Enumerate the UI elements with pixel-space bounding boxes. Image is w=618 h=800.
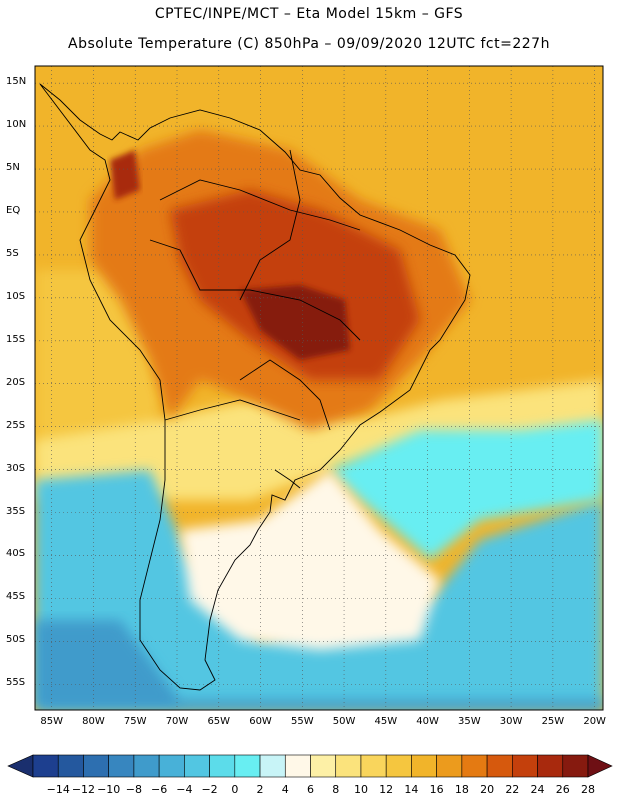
colorbar-label: −6 (151, 783, 168, 796)
colorbar-label: 26 (555, 783, 570, 796)
colorbar-label: 6 (307, 783, 314, 796)
rio-de-la-plata (274, 469, 301, 489)
longitude-label: 40W (416, 716, 439, 727)
field-pale-tongue (180, 470, 440, 650)
colorbar-swatch (259, 754, 286, 778)
longitude-label: 25W (541, 716, 565, 727)
coastlines (39, 83, 471, 691)
colorbar-swatch (32, 754, 59, 778)
latitude-label: 10N (6, 119, 27, 131)
graticule (35, 66, 603, 710)
colorbar-label: −4 (176, 783, 193, 796)
latitude-label: 5S (6, 247, 19, 259)
field-hottest-core (240, 285, 350, 360)
latitude-label: 30S (6, 462, 26, 474)
colorbar-swatch (108, 754, 135, 778)
colorbar-label: 28 (581, 783, 595, 796)
colorbar-label: 4 (281, 783, 289, 796)
border-guyana-venezuela (239, 149, 301, 301)
colorbar-swatch (57, 754, 84, 778)
border-peru-bolivia (149, 239, 361, 341)
colorbar (7, 754, 613, 778)
colorbar-swatch (83, 754, 109, 778)
colorbar-swatch (335, 754, 362, 778)
colorbar-label: 20 (480, 783, 495, 796)
longitude-label: 20W (583, 716, 606, 727)
latitude-label: 20S (6, 376, 26, 388)
border-north-argentina (164, 399, 301, 421)
colorbar-label: 10 (353, 783, 368, 796)
latitude-label: EQ (6, 204, 21, 216)
colorbar-label: 2 (256, 783, 264, 796)
latitude-label: 45S (6, 591, 26, 603)
longitude-label: 35W (458, 716, 481, 727)
colorbar-swatch (411, 754, 437, 778)
colorbar-label: −14 (46, 783, 70, 796)
colorbar-swatch (512, 754, 538, 778)
longitude-label: 80W (82, 716, 105, 727)
longitude-label: 85W (40, 716, 64, 727)
colorbar-label: 14 (404, 783, 419, 796)
colorbar-high-arrow (587, 754, 613, 778)
colorbar-label: 0 (231, 783, 239, 796)
longitude-label: 60W (249, 716, 272, 727)
longitude-label: 55W (290, 716, 314, 727)
longitude-label: 45W (374, 716, 398, 727)
colorbar-swatch (209, 754, 236, 778)
longitude-label: 50W (332, 716, 356, 727)
colorbar-swatch (562, 754, 589, 778)
map-title: CPTEC/INPE/MCT – Eta Model 15km – GFS (154, 6, 464, 22)
map-subtitle: Absolute Temperature (C) 850hPa – 09/09/… (68, 36, 550, 52)
colorbar-label: −2 (201, 783, 218, 796)
colorbar-label: −8 (125, 783, 143, 796)
field-continental-hot (170, 190, 420, 380)
field-pacific-band (35, 270, 160, 470)
latitude-label: 50S (6, 634, 26, 646)
latitude-label: 40S (6, 548, 26, 560)
colorbar-low-arrow (7, 754, 34, 778)
colorbar-swatch (310, 754, 337, 778)
colorbar-label: 16 (429, 783, 444, 796)
colorbar-swatch (133, 754, 160, 778)
colorbar-swatch (234, 754, 261, 778)
longitude-label: 65W (207, 716, 231, 727)
latitude-label: 35S (6, 505, 26, 517)
latitude-label: 15N (6, 76, 27, 88)
longitude-label: 30W (499, 716, 523, 727)
latitude-label: 10S (6, 290, 26, 302)
colorbar-swatch (461, 754, 488, 778)
map-frame (34, 65, 604, 711)
field-deep-cold (35, 620, 603, 710)
latitude-label: 15S (6, 333, 26, 345)
colorbar-swatch (284, 754, 311, 778)
south-america-outline (39, 83, 471, 691)
field-cyan-tongue (330, 420, 603, 560)
colorbar-label: 18 (454, 783, 469, 796)
colorbar-swatch (436, 754, 463, 778)
colorbar-label: 12 (379, 783, 394, 796)
colorbar-label: 8 (332, 783, 340, 796)
colorbar-swatch (158, 754, 185, 778)
colorbar-swatch (537, 754, 564, 778)
colorbar-label: −12 (71, 783, 96, 796)
colorbar-swatch (486, 754, 513, 778)
longitude-label: 75W (123, 716, 147, 727)
colorbar-swatch (385, 754, 412, 778)
colorbar-label: −10 (97, 783, 121, 796)
border-paraguay (239, 359, 331, 431)
temperature-field (35, 66, 603, 710)
colorbar-label: 22 (505, 783, 520, 796)
colorbar-swatch (360, 754, 387, 778)
colorbar-swatch (184, 754, 210, 778)
longitude-label: 70W (165, 716, 189, 727)
latitude-label: 5N (6, 162, 20, 174)
colorbar-label: 24 (530, 783, 545, 796)
field-andes-hot (110, 150, 140, 200)
latitude-label: 55S (6, 677, 26, 689)
latitude-label: 25S (6, 419, 26, 431)
border-amazon (159, 179, 361, 231)
